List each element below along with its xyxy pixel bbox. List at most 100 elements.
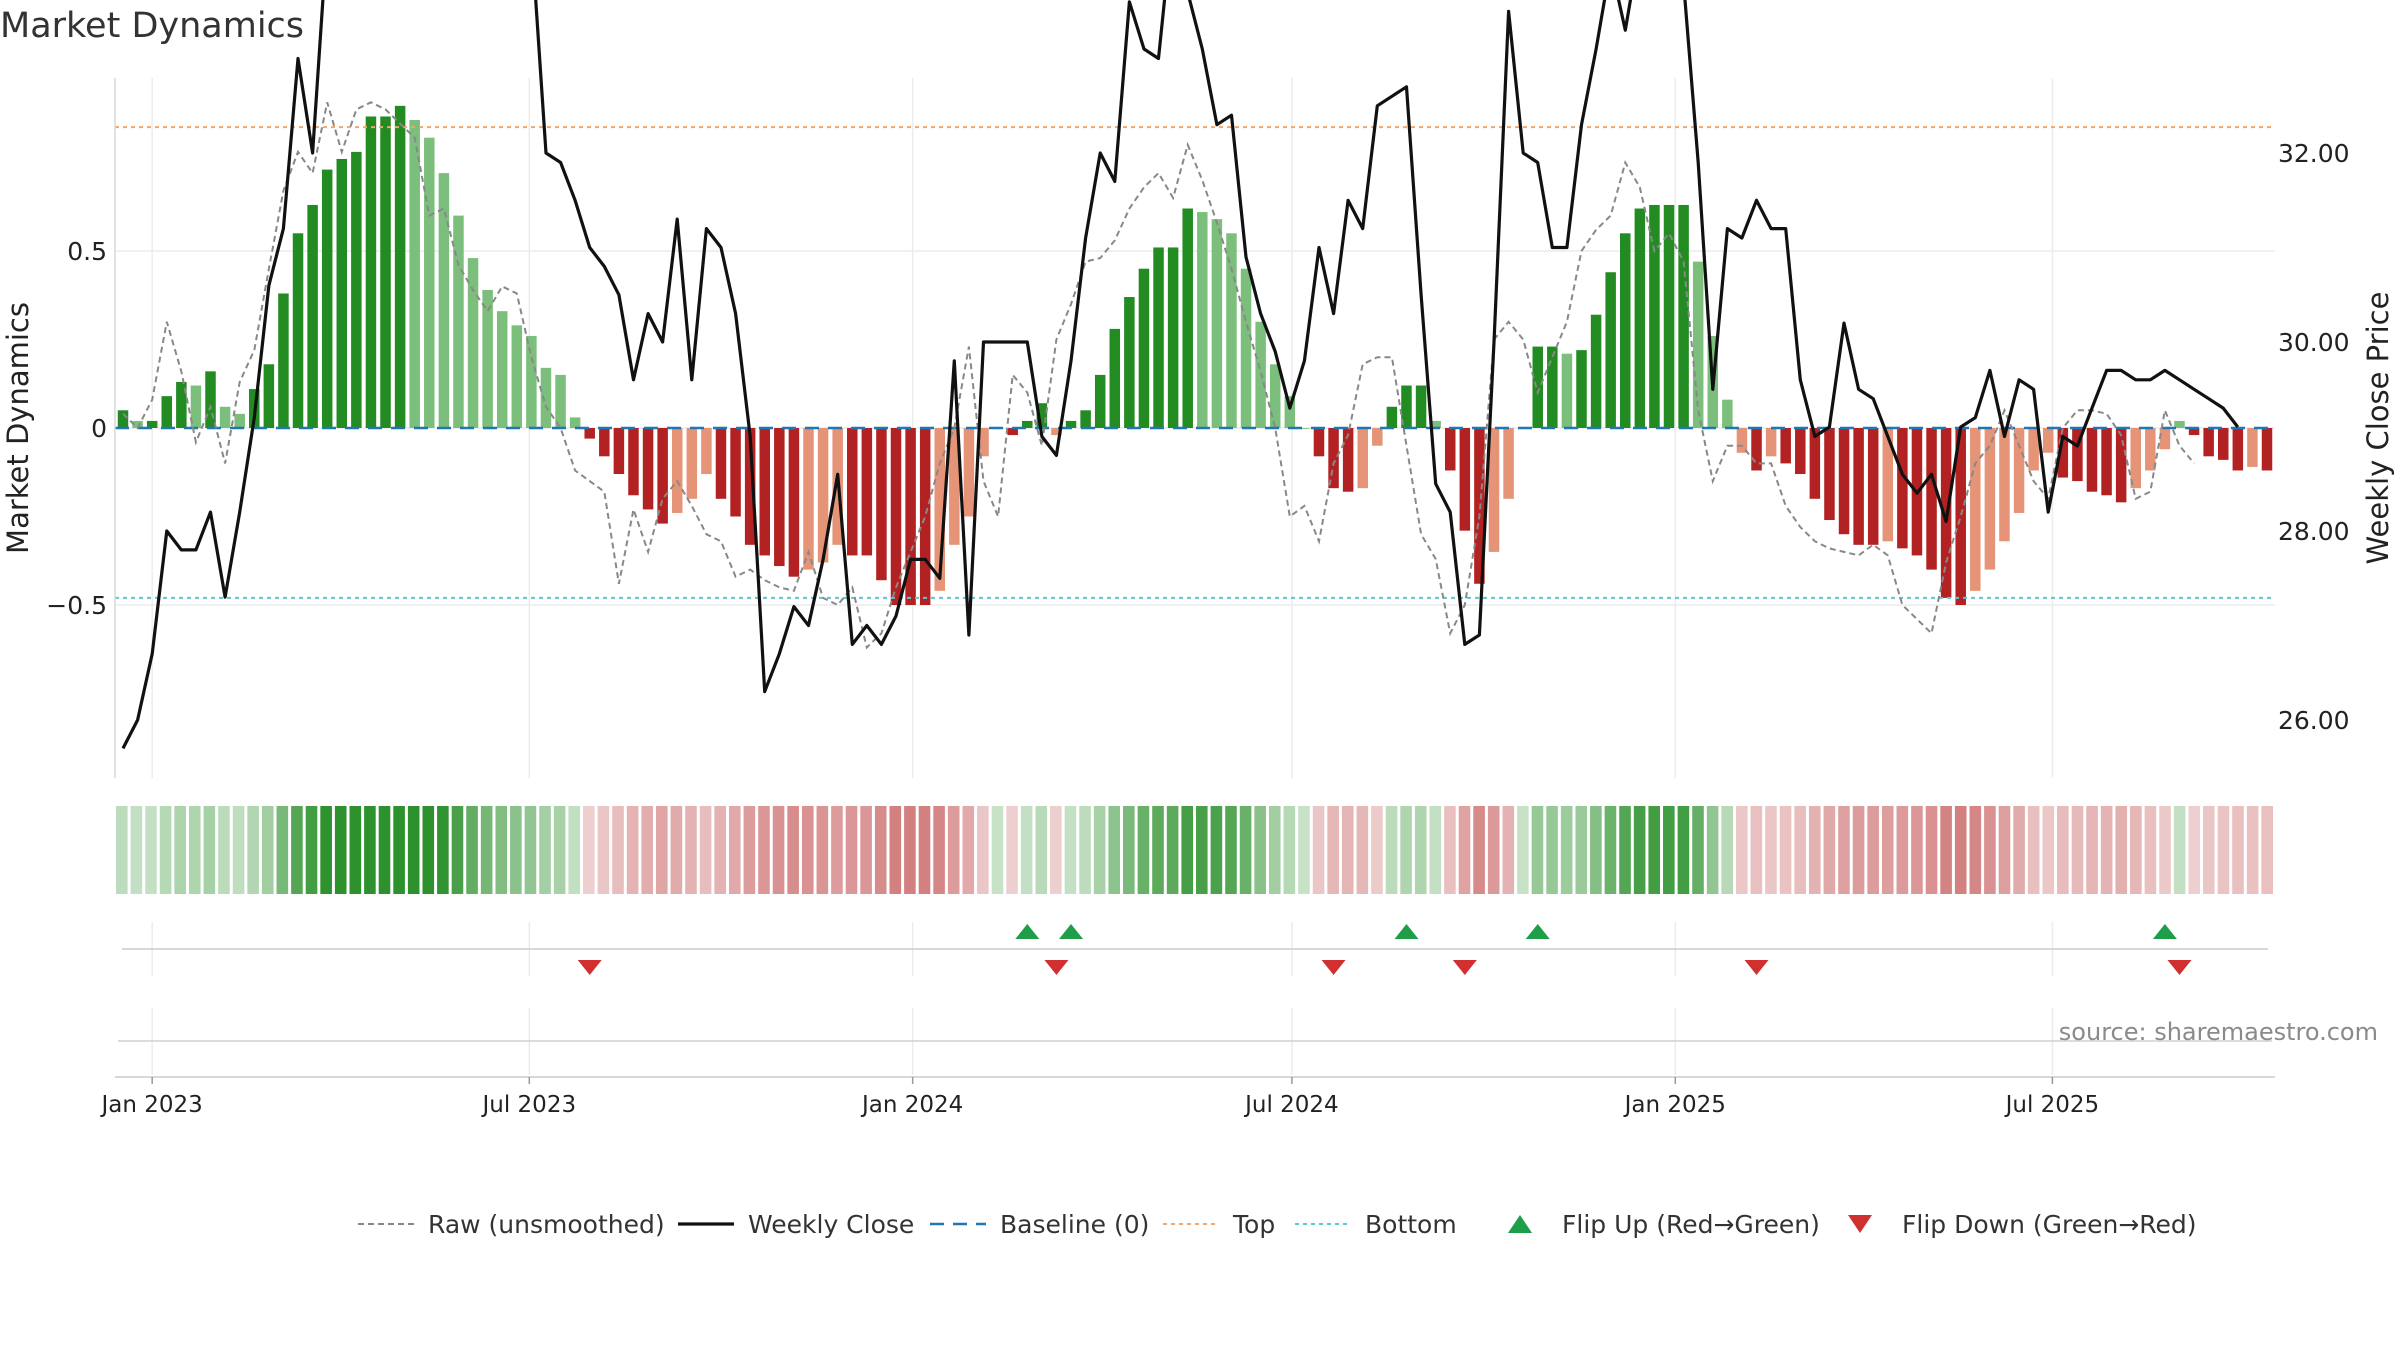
- regime-cell-116: [1808, 806, 1821, 894]
- dynamics-bar-144: [2217, 428, 2229, 460]
- dynamics-bar-39: [686, 428, 698, 499]
- regime-cell-22: [437, 806, 449, 894]
- dynamics-bar-41: [715, 428, 727, 499]
- dynamics-bar-115: [1795, 428, 1806, 475]
- regime-cell-92: [1458, 806, 1471, 894]
- regime-cell-83: [1327, 806, 1339, 894]
- regime-cell-49: [831, 806, 843, 894]
- dynamics-bar-85: [1357, 428, 1368, 489]
- dynamics-bar-53: [890, 428, 902, 605]
- page-title: Market Dynamics: [0, 6, 305, 46]
- flip-up-marker-4: [2152, 924, 2177, 939]
- regime-cell-89: [1414, 806, 1427, 894]
- x-tick-label-3: Jul 2024: [1243, 1092, 1339, 1118]
- flip-down-marker-5: [2167, 960, 2192, 975]
- regime-cell-43: [743, 806, 756, 894]
- regime-cell-58: [962, 806, 975, 894]
- regime-cell-23: [451, 806, 464, 894]
- regime-cell-13: [305, 806, 318, 894]
- legend-label-2: Baseline (0): [1000, 1210, 1149, 1239]
- regime-cell-82: [1312, 806, 1325, 894]
- dynamics-bar-25: [482, 289, 493, 428]
- regime-cell-56: [933, 806, 945, 894]
- dynamics-bar-57: [949, 428, 960, 545]
- dynamics-bar-58: [963, 428, 975, 517]
- regime-cell-9: [247, 806, 259, 894]
- left-tick-label-0: 0.5: [67, 237, 107, 266]
- regime-cell-117: [1823, 806, 1836, 894]
- regime-cell-5: [188, 806, 201, 894]
- right-axis-title: Weekly Close Price: [2361, 292, 2395, 565]
- regime-cell-96: [1517, 806, 1529, 894]
- dynamics-bar-105: [1649, 204, 1660, 428]
- regime-cell-27: [510, 806, 522, 894]
- regime-cell-6: [203, 806, 216, 894]
- dynamics-bar-92: [1459, 428, 1471, 531]
- regime-cell-40: [699, 806, 712, 894]
- regime-cell-111: [1736, 806, 1748, 894]
- dynamics-bar-102: [1605, 272, 1616, 428]
- regime-cell-114: [1779, 806, 1792, 894]
- regime-cell-75: [1210, 806, 1223, 894]
- regime-cell-4: [174, 806, 186, 894]
- flip-up-marker-0: [1015, 924, 1040, 939]
- dynamics-bar-44: [759, 428, 770, 556]
- dynamics-bar-47: [803, 428, 814, 570]
- dynamics-bar-10: [263, 364, 275, 428]
- dynamics-bar-126: [1955, 428, 1966, 605]
- regime-cell-139: [2144, 806, 2157, 894]
- dynamics-bar-45: [774, 428, 785, 567]
- dynamics-bar-37: [657, 428, 668, 524]
- dynamics-bar-107: [1678, 204, 1689, 428]
- dynamics-bar-6: [205, 371, 216, 428]
- regime-cell-147: [2261, 806, 2273, 894]
- legend-item-1: Weekly Close: [678, 1210, 914, 1239]
- reference-lines: [115, 126, 2275, 599]
- dynamics-bar-75: [1211, 219, 1223, 428]
- regime-cell-12: [291, 806, 303, 894]
- flip-up-marker-3: [1525, 924, 1550, 939]
- dynamics-bar-82: [1313, 428, 1325, 457]
- dynamics-bar-91: [1444, 428, 1456, 471]
- regime-cell-33: [597, 806, 610, 894]
- regime-cell-97: [1531, 806, 1544, 894]
- regime-cell-19: [393, 806, 405, 894]
- regime-cell-34: [612, 806, 624, 894]
- regime-cell-101: [1590, 806, 1602, 894]
- dynamics-bar-138: [2130, 428, 2141, 489]
- regime-cell-68: [1108, 806, 1121, 894]
- left-axis-title: Market Dynamics: [1, 302, 35, 554]
- regime-cell-57: [947, 806, 960, 894]
- legend: Raw (unsmoothed) Weekly Close Baseline (0)…: [358, 1210, 2197, 1239]
- dynamics-bar-119: [1853, 428, 1864, 545]
- regime-cell-44: [758, 806, 770, 894]
- flip-up-marker-2: [1394, 924, 1419, 939]
- regime-cell-137: [2115, 806, 2128, 894]
- dynamics-bar-16: [351, 151, 362, 428]
- regime-cell-25: [480, 806, 493, 894]
- dynamics-bar-127: [1970, 428, 1981, 591]
- regime-cell-108: [1692, 806, 1704, 894]
- regime-cell-133: [2057, 806, 2069, 894]
- regime-cell-39: [685, 806, 697, 894]
- dynamics-bar-117: [1824, 428, 1835, 521]
- dynamics-bar-0: [117, 410, 129, 428]
- regime-cell-102: [1604, 806, 1617, 894]
- dynamics-bar-118: [1838, 428, 1850, 535]
- dynamics-bar-70: [1138, 268, 1150, 428]
- dynamics-bar-3: [161, 396, 173, 428]
- dynamics-bar-134: [2072, 428, 2083, 482]
- regime-cell-1: [130, 806, 143, 894]
- dynamics-bar-145: [2232, 428, 2244, 471]
- dynamics-bar-38: [671, 428, 683, 513]
- regime-cell-103: [1619, 806, 1631, 894]
- right-tick-label-3: 32.00: [2278, 139, 2350, 168]
- dynamics-bar-110: [1722, 399, 1733, 428]
- weekly-close-line: [121, 0, 2240, 750]
- regime-cell-78: [1254, 806, 1266, 894]
- regime-cell-69: [1123, 806, 1135, 894]
- legend-label-1: Weekly Close: [748, 1210, 914, 1239]
- regime-cell-142: [2188, 806, 2201, 894]
- regime-cell-126: [1954, 806, 1967, 894]
